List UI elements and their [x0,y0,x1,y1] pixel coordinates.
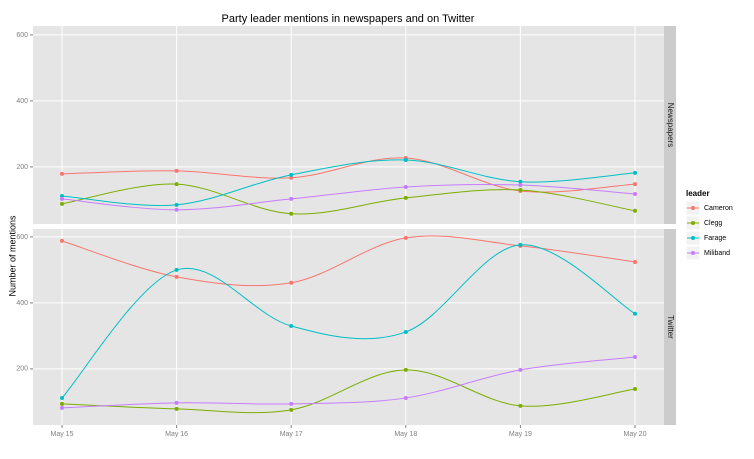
legend-point [691,206,695,210]
data-point [403,235,408,240]
data-point [289,196,294,201]
data-point [60,193,64,198]
series-line [61,159,636,206]
data-point [403,157,408,162]
data-point [60,395,64,400]
data-point [60,171,64,176]
series-line [61,244,636,399]
data-point [174,400,179,405]
y-tick-label: 200 [16,164,28,171]
data-point [518,367,523,372]
data-point [633,208,637,213]
panel-background [33,229,664,425]
data-point [633,387,637,392]
data-point [403,395,408,400]
data-point [633,191,637,196]
y-tick-label: 600 [16,32,28,39]
data-point [174,168,179,173]
legend-label: Miliband [704,250,730,257]
data-point [518,242,523,247]
strip [664,26,676,224]
data-point [289,407,294,412]
data-point [289,324,294,329]
legend-point [691,251,695,255]
data-point [518,179,523,184]
series-line [61,356,636,409]
data-point [289,172,294,177]
data-point [633,182,637,187]
data-point [174,267,179,272]
data-point [174,207,179,212]
data-point [518,188,523,193]
data-point [633,311,637,316]
data-point [289,280,294,285]
strip [664,229,676,425]
data-point [174,406,179,411]
data-point [60,405,64,410]
data-point [60,401,64,406]
strip-label: Twitter [666,315,675,339]
x-tick-label: May 19 [509,431,532,438]
data-point [633,170,637,175]
data-point [174,182,179,187]
legend-label: Clegg [704,220,722,227]
legend-point [691,221,695,225]
data-point [60,201,64,206]
series-line [61,183,636,215]
legend-label: Cameron [704,205,733,212]
x-tick-label: May 17 [280,431,303,438]
series-line [61,157,636,193]
data-point [633,259,637,264]
y-tick-label: 600 [16,234,28,241]
y-tick-label: 400 [16,300,28,307]
strip-label: Newspapers [666,103,675,147]
series-line [61,184,636,211]
y-tick-label: 400 [16,98,28,105]
data-point [174,202,179,207]
legend-title: leader [686,189,710,198]
data-point [633,355,637,360]
data-point [403,329,408,334]
x-tick-label: May 20 [624,431,647,438]
data-point [289,401,294,406]
data-point [403,185,408,190]
legend-label: Farage [704,235,726,242]
series-line [61,369,636,414]
data-point [518,403,523,408]
legend-point [691,236,695,240]
y-axis-label: Number of mentions [7,215,17,297]
data-point [174,274,179,279]
data-point [289,175,294,180]
x-tick-label: May 18 [394,431,417,438]
panel-background [33,26,664,224]
x-tick-label: May 16 [165,431,188,438]
data-point [60,238,64,243]
chart-title: Party leader mentions in newspapers and … [222,13,475,25]
x-tick-label: May 15 [51,431,74,438]
data-point [60,196,64,201]
y-tick-label: 200 [16,366,28,373]
data-point [403,195,408,200]
data-point [518,183,523,188]
data-point [403,367,408,372]
data-point [289,211,294,216]
